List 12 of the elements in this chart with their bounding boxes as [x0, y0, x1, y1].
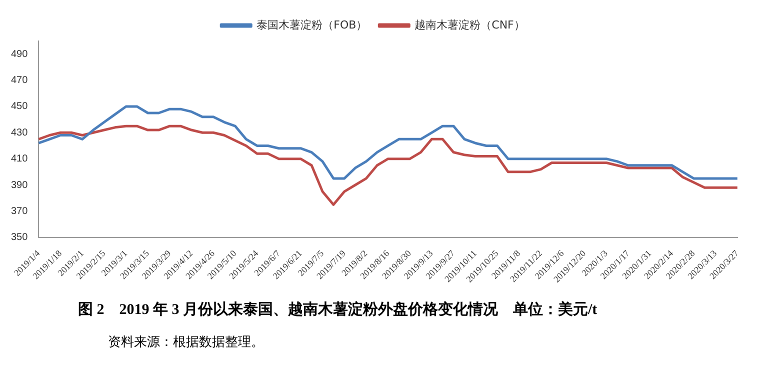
y-tick-label: 410 [10, 154, 28, 165]
text: 图 2 2019 年 3 月份以来泰国、越南木薯淀粉外盘价格变化情况 单位：美元/t [78, 300, 598, 319]
y-tick-label: 350 [10, 232, 28, 244]
y-tick-label: 370 [10, 206, 28, 217]
y-tick-label: 430 [10, 127, 28, 138]
text: 资料来源：根据数据整理。 [108, 333, 265, 351]
y-tick-label: 470 [10, 75, 28, 86]
y-tick-label: 390 [10, 180, 28, 191]
legend-label: 泰国木薯淀粉（FOB） [256, 18, 368, 32]
y-tick-label: 450 [10, 101, 28, 112]
y-tick-label: 490 [10, 48, 28, 60]
legend-label: 越南木薯淀粉（CNF） [414, 18, 525, 32]
